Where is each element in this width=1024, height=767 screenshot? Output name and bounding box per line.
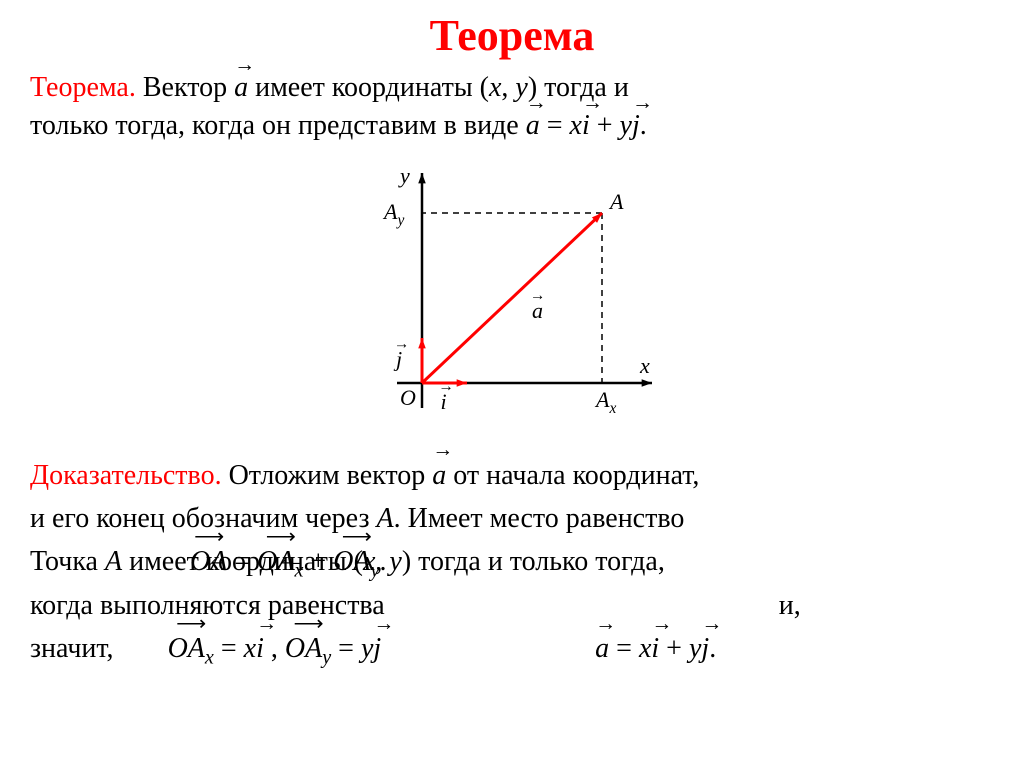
- proof-label: Доказательство.: [30, 460, 222, 491]
- sub-x: x: [294, 560, 303, 582]
- sub-x2: x: [205, 647, 214, 669]
- theorem-label: Теорема.: [30, 72, 136, 103]
- proof-line3a: Точка: [30, 546, 105, 577]
- formula-a: a: [526, 110, 540, 141]
- overlapping-line: Точка A имеет координаты (x, y) тогда и …: [30, 540, 994, 583]
- formula-x: x: [570, 110, 582, 141]
- sub-y: y: [371, 560, 380, 582]
- vector-a-letter: a: [234, 72, 248, 103]
- theorem-statement: Теорема. Вектор → a имеет координаты (x,…: [30, 69, 994, 145]
- svg-text:Ay: Ay: [382, 199, 404, 229]
- formula-OAx-OAy: ⟶OAx = x→i , ⟶OAy = y→j: [168, 633, 389, 664]
- vector-arrow-icon: ⟶: [333, 529, 379, 545]
- svg-text:x: x: [639, 353, 650, 378]
- fi2: i: [651, 633, 659, 664]
- vector-arrow-icon: →: [256, 616, 264, 632]
- eq4: =: [609, 633, 639, 664]
- var-x: x: [489, 72, 501, 103]
- eq: =: [227, 546, 257, 577]
- slide: Теорема Теорема. Вектор → a имеет коорди…: [0, 0, 1024, 767]
- vector-arrow-icon: →: [701, 616, 709, 632]
- overlapping-formula-OA: ⟶OA = ⟶OAx + ⟶OAy.: [190, 540, 386, 587]
- coordinate-diagram: OyxAAxAyi→j→a→: [352, 153, 672, 433]
- vec-OAx2: OA: [168, 633, 205, 664]
- formula-y: y: [620, 110, 632, 141]
- vector-arrow-icon: →: [526, 95, 540, 111]
- proof-text-1: Отложим вектор: [222, 460, 433, 491]
- fa: a: [595, 633, 609, 664]
- svg-text:→: →: [394, 335, 409, 352]
- fi: i: [256, 633, 264, 664]
- vector-arrow-icon: →: [651, 616, 659, 632]
- vector-arrow-icon: ⟶: [190, 529, 227, 545]
- eq2: =: [214, 633, 244, 664]
- slide-title: Теорема: [30, 10, 994, 61]
- vector-arrow-icon: →: [234, 57, 248, 73]
- proof-line5a: значит,: [30, 633, 114, 664]
- fx: x: [244, 633, 256, 664]
- vec-OAx: OA: [257, 546, 294, 577]
- diagram-container: OyxAAxAyi→j→a→: [30, 153, 994, 438]
- theorem-line2: только тогда, когда он представим в виде: [30, 110, 526, 141]
- svg-text:→: →: [530, 287, 545, 304]
- vector-a-letter: a: [432, 460, 446, 491]
- svg-text:O: O: [400, 385, 416, 410]
- fx2: x: [639, 633, 651, 664]
- period: .: [640, 110, 647, 141]
- comma: ,: [501, 72, 515, 103]
- svg-text:→: →: [439, 378, 454, 395]
- proof-text-2: от начала координат,: [446, 460, 699, 491]
- fy2: y: [689, 633, 701, 664]
- vector-arrow-icon: →: [632, 95, 640, 111]
- svg-text:y: y: [398, 163, 410, 188]
- svg-text:Ax: Ax: [594, 387, 616, 417]
- vector-a-symbol: →a: [432, 454, 446, 497]
- vector-arrow-icon: →: [432, 442, 446, 458]
- var-y2: y: [389, 546, 401, 577]
- formula-a-final: →a = x→i + y→j.: [595, 633, 716, 664]
- fy: y: [361, 633, 373, 664]
- vec-OAy2: OA: [285, 633, 322, 664]
- vec-OA: OA: [190, 546, 227, 577]
- period2: .: [709, 633, 716, 664]
- vector-arrow-icon: →: [582, 95, 590, 111]
- formula-i: i: [582, 110, 590, 141]
- equals: =: [540, 110, 570, 141]
- svg-text:A: A: [608, 189, 624, 214]
- vec-OAy: OA: [333, 546, 370, 577]
- plus3: +: [659, 633, 689, 664]
- vector-a-symbol: → a: [234, 69, 248, 107]
- vector-arrow-icon: →: [595, 616, 609, 632]
- proof-line4b: и,: [779, 590, 801, 621]
- eq3: =: [331, 633, 361, 664]
- vector-arrow-icon: →: [373, 616, 381, 632]
- plus2: +: [303, 546, 333, 577]
- theorem-text-2: имеет координаты (: [255, 72, 489, 103]
- point-A-2: A: [105, 546, 122, 577]
- proof-line3c: ) тогда и только тогда,: [402, 546, 665, 577]
- formula-j: j: [632, 110, 640, 141]
- vector-arrow-icon: ⟶: [168, 616, 214, 632]
- theorem-text-1: Вектор: [143, 72, 234, 103]
- fcomma: ,: [264, 633, 285, 664]
- vector-arrow-icon: ⟶: [257, 529, 303, 545]
- fj: j: [373, 633, 381, 664]
- fj2: j: [701, 633, 709, 664]
- sub-y2: y: [322, 647, 331, 669]
- vector-arrow-icon: ⟶: [285, 616, 331, 632]
- theorem-formula: →a = x→i + y→j.: [526, 110, 647, 141]
- proof-line2b: . Имеет место равенство: [394, 503, 685, 534]
- proof-text: Доказательство. Отложим вектор →a от нач…: [30, 454, 994, 674]
- plus: +: [590, 110, 620, 141]
